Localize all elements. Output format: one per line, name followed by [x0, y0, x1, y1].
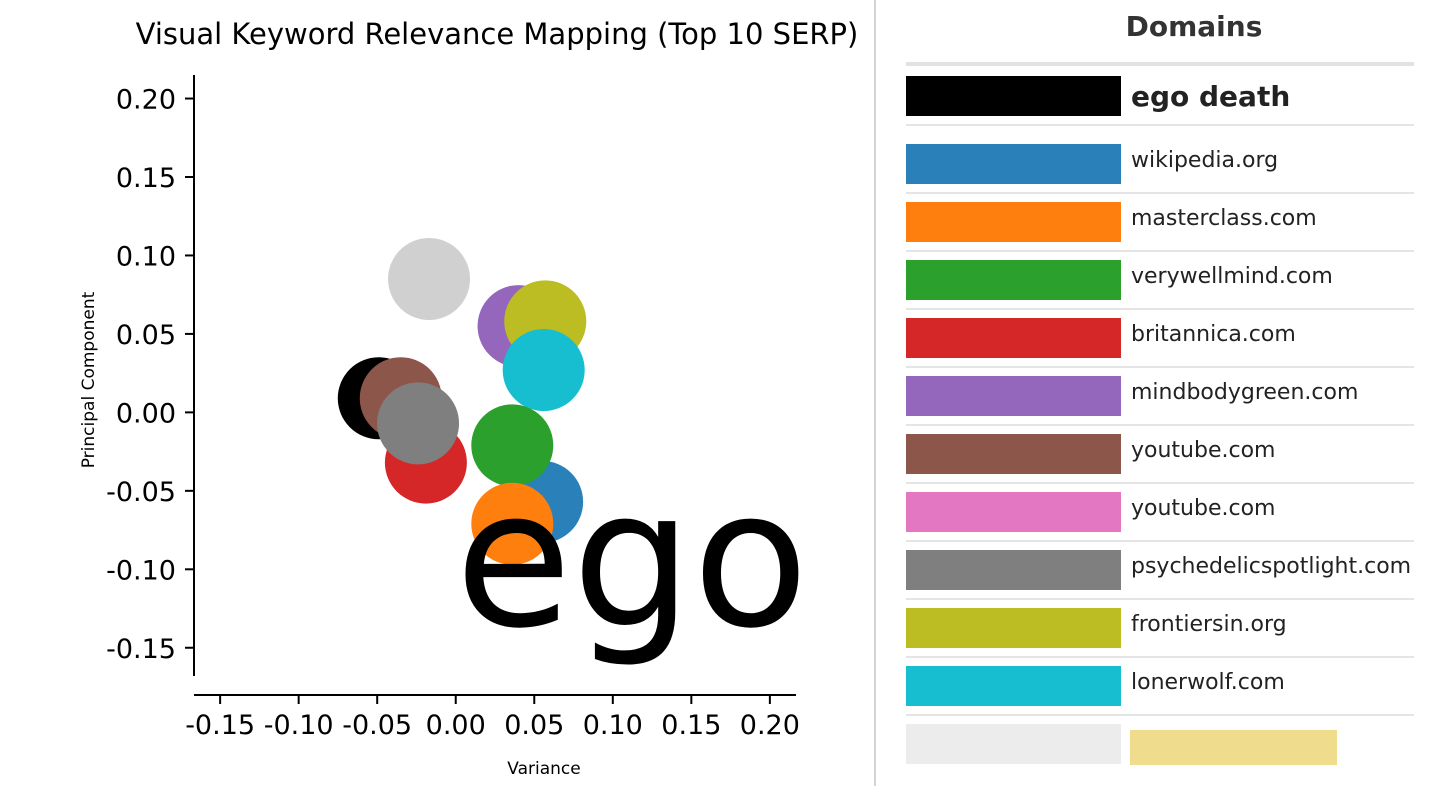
- ticks-layer: -0.15 -0.10 -0.05 0.00 0.05 0.10 0.15 0.20 0.20 0…: [106, 85, 800, 741]
- legend-label: wikipedia.org: [1131, 148, 1279, 173]
- legend-title: Domains: [1125, 10, 1263, 43]
- legend-item: verywellmind.com: [906, 252, 1414, 310]
- data-point-masterclass-com: [471, 482, 554, 565]
- x-tick-label: 0.20: [740, 710, 800, 741]
- legend-item: youtube.com: [906, 484, 1414, 542]
- legend-label: britannica.com: [1131, 322, 1296, 347]
- legend-swatch: [906, 492, 1121, 532]
- chart-title: Visual Keyword Relevance Mapping (Top 10…: [136, 17, 859, 51]
- legend-swatch: [906, 260, 1121, 300]
- scatter-chart: Visual Keyword Relevance Mapping (Top 10…: [79, 17, 874, 779]
- y-tick-label: -0.10: [106, 555, 176, 586]
- legend-swatch: [906, 666, 1121, 706]
- legend-item: masterclass.com: [906, 194, 1414, 252]
- legend-item: psychedelicspotlight.com: [906, 542, 1414, 600]
- legend-label: youtube.com: [1131, 438, 1276, 463]
- panel-divider: [874, 0, 876, 786]
- x-tick-label: -0.10: [264, 710, 334, 741]
- legend-swatch: [906, 76, 1121, 116]
- legend-label: masterclass.com: [1131, 206, 1317, 231]
- legend-swatch: [906, 434, 1121, 474]
- x-tick-label: 0.15: [661, 710, 721, 741]
- x-tick-label: -0.15: [185, 710, 255, 741]
- legend-header-row: ego death: [906, 68, 1414, 126]
- legend-label: verywellmind.com: [1131, 264, 1333, 289]
- legend-label: ego death: [1131, 80, 1291, 113]
- legend-swatch: [906, 608, 1121, 648]
- legend-panel: Domains ego death wikipedia.org mastercla…: [906, 0, 1414, 786]
- legend-item: lonerwolf.com: [906, 658, 1414, 716]
- legend-label: frontiersin.org: [1131, 612, 1287, 637]
- y-tick-label: -0.15: [106, 634, 176, 665]
- legend-label: lonerwolf.com: [1131, 670, 1285, 695]
- x-tick-label: 0.10: [583, 710, 643, 741]
- y-tick-label: -0.05: [106, 477, 176, 508]
- legend-label: psychedelicspotlight.com: [1131, 554, 1412, 579]
- legend-label: mindbodygreen.com: [1131, 380, 1359, 405]
- x-tick-label: -0.05: [342, 710, 412, 741]
- y-tick-label: 0.05: [116, 320, 176, 351]
- points-layer: [337, 237, 587, 565]
- data-point-verywellmind-com: [471, 404, 554, 487]
- chart-panel: Visual Keyword Relevance Mapping (Top 10…: [79, 17, 874, 779]
- legend-item: britannica.com: [906, 310, 1414, 368]
- legend-title-rule: [906, 62, 1414, 66]
- y-tick-label: 0.15: [116, 163, 176, 194]
- x-axis-title: Variance: [507, 759, 580, 779]
- legend-swatch: [906, 550, 1121, 590]
- legend-item: youtube.com: [906, 426, 1414, 484]
- legend-swatch: [906, 724, 1121, 764]
- legend-extra-bar: [1130, 730, 1337, 765]
- y-tick-label: 0.10: [116, 241, 176, 272]
- x-tick-label: 0.05: [504, 710, 564, 741]
- data-point-lonerwolf-com: [502, 329, 585, 412]
- data-point-psychedelicspotlight-com-bg: [388, 237, 471, 320]
- y-tick-label: 0.20: [116, 85, 176, 116]
- legend-swatch: [906, 202, 1121, 242]
- legend-item: frontiersin.org: [906, 600, 1414, 658]
- legend-swatch: [906, 144, 1121, 184]
- legend-swatch: [906, 376, 1121, 416]
- x-tick-label: 0.00: [426, 710, 486, 741]
- legend-label: youtube.com: [1131, 496, 1276, 521]
- legend-item: wikipedia.org: [906, 136, 1414, 194]
- y-axis-title: Principal Component: [79, 291, 99, 468]
- y-tick-label: 0.00: [116, 398, 176, 429]
- legend-item: [906, 716, 1414, 774]
- legend-item: mindbodygreen.com: [906, 368, 1414, 426]
- data-point-psychedelicspotlight-com: [377, 382, 460, 465]
- legend-swatch: [906, 318, 1121, 358]
- watermark-text: ego d: [455, 449, 874, 670]
